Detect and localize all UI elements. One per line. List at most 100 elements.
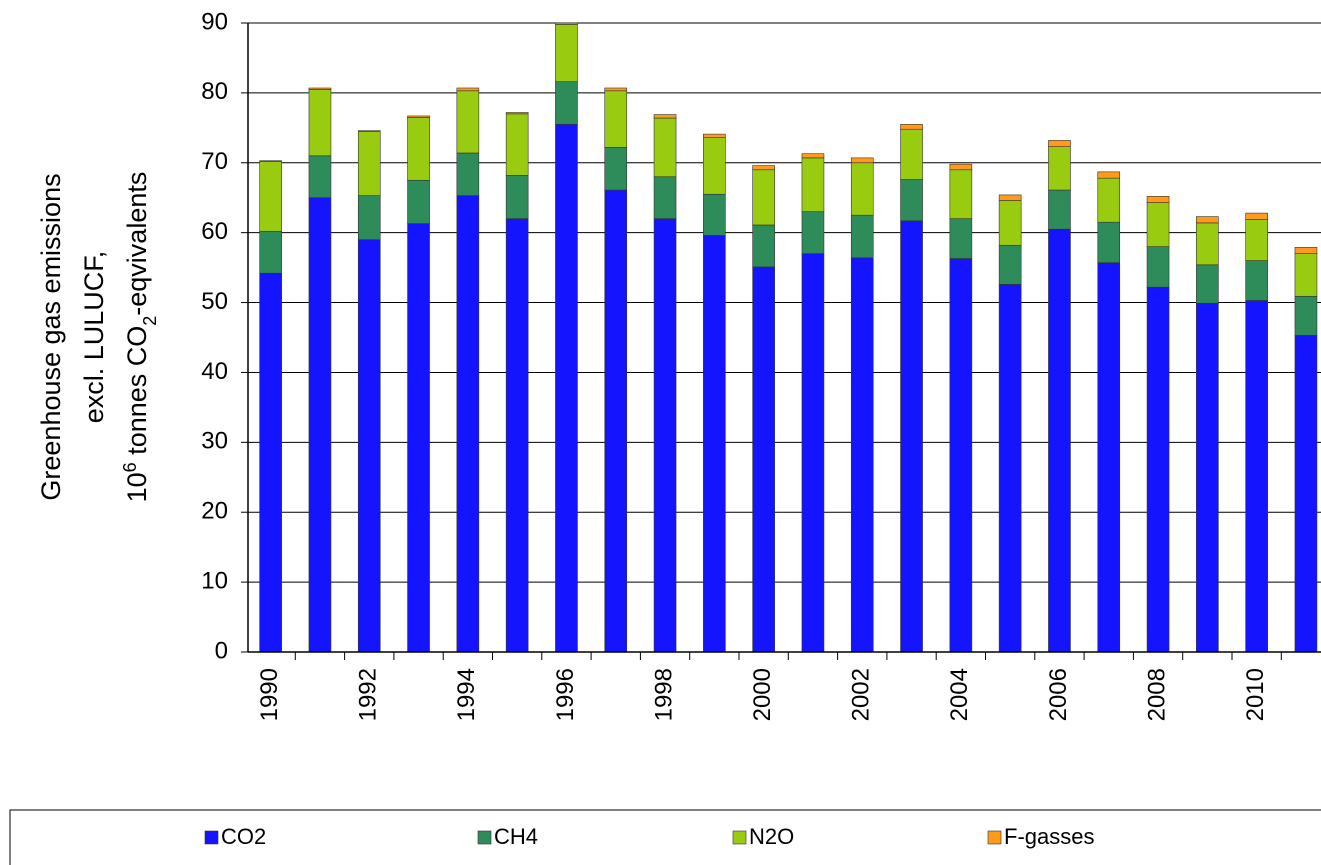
legend-label: N2O <box>749 824 794 849</box>
y-tick-label: 40 <box>201 358 228 385</box>
bar-segment <box>949 258 973 653</box>
y-axis-label-line: Greenhouse gas emissions <box>36 173 66 500</box>
bar-segment <box>1097 262 1121 653</box>
bar-segment <box>949 163 973 171</box>
bar-segment <box>1245 212 1268 220</box>
bar-segment <box>850 257 874 653</box>
y-axis-label-part: -eqvivalents <box>122 172 152 316</box>
bar-segment <box>1048 140 1071 148</box>
x-tick-label: 1996 <box>552 668 579 721</box>
bar-segment <box>752 169 775 226</box>
bar-segment <box>604 147 628 191</box>
bar-segment <box>703 235 726 653</box>
bar-segment <box>653 114 677 119</box>
bar-segment <box>1097 177 1121 223</box>
y-tick-label: 80 <box>201 78 228 105</box>
x-tick-label: 2002 <box>848 668 875 721</box>
bar-segment <box>703 133 726 138</box>
bar-segment <box>407 179 430 224</box>
bar-segment <box>259 272 282 653</box>
bar-segment <box>1245 300 1268 653</box>
y-tick-label: 10 <box>201 567 228 594</box>
bar-segment <box>505 218 529 653</box>
bar-segment <box>900 124 923 130</box>
y-tick-label: 70 <box>201 148 228 175</box>
bar-segment <box>653 117 677 178</box>
legend-box <box>9 809 1321 865</box>
bar-segment <box>949 218 973 259</box>
legend-swatch <box>732 830 747 845</box>
y-axis-label-part: 10 <box>122 472 152 502</box>
legend-swatch <box>477 830 492 845</box>
bar-segment <box>407 117 430 181</box>
bar-segment <box>259 230 282 274</box>
bar-segment <box>505 112 529 115</box>
bar-segment <box>1196 216 1219 224</box>
bar-segment <box>604 87 628 92</box>
bar-segment <box>604 189 628 653</box>
bar-segment <box>357 239 381 653</box>
y-tick-label: 90 <box>201 8 228 35</box>
bar-segment <box>752 224 775 268</box>
bar-segment <box>1196 264 1219 304</box>
bar-segment <box>604 90 628 148</box>
bar-segment <box>1146 286 1170 653</box>
x-tick-label: 1990 <box>256 668 283 721</box>
x-tick-label: 1994 <box>453 668 480 721</box>
y-tick-label: 60 <box>201 218 228 245</box>
bar-segment <box>998 244 1022 285</box>
bar-segment <box>703 137 726 195</box>
y-tick-label: 0 <box>215 637 228 664</box>
x-tick-label: 2008 <box>1143 668 1170 721</box>
bar-segment <box>1146 246 1170 288</box>
bar-segment <box>1097 221 1121 264</box>
bar-segment <box>850 162 874 216</box>
bar-segment <box>555 24 578 83</box>
bar-segment <box>998 194 1022 201</box>
bar-segment <box>801 211 825 254</box>
bar-segment <box>850 214 874 259</box>
bar-segment <box>308 155 332 199</box>
bar-segment <box>900 128 923 180</box>
y-axis-label-part: 6 <box>120 462 140 472</box>
legend-label: CO2 <box>221 824 266 849</box>
bar-segment <box>505 175 529 219</box>
bar-segment <box>456 90 480 154</box>
bar-segment <box>653 218 677 653</box>
bar-segment <box>456 152 480 196</box>
bar-segment <box>1196 222 1219 266</box>
bar-segment <box>1294 335 1318 653</box>
bar-segment <box>456 195 480 653</box>
x-tick-label: 2010 <box>1242 668 1269 721</box>
x-tick-label: 2000 <box>749 668 776 721</box>
bar-segment <box>259 160 282 162</box>
bar-segment <box>308 89 332 157</box>
bar-segment <box>1097 171 1121 179</box>
bar-segment <box>357 130 381 132</box>
legend-label: CH4 <box>494 824 538 849</box>
bar-segment <box>407 223 430 653</box>
y-axis-label-part: 2 <box>140 316 160 326</box>
bar-segment <box>308 87 332 90</box>
y-axis-label-part: tonnes CO <box>122 326 152 463</box>
legend-swatch <box>204 830 219 845</box>
bar-segment <box>1196 302 1219 653</box>
bar-segment <box>752 266 775 653</box>
bar-segment <box>1146 202 1170 247</box>
bar-segment <box>801 153 825 159</box>
bar-segment <box>1294 253 1318 297</box>
y-tick-label: 50 <box>201 288 228 315</box>
bar-segment <box>1048 189 1071 230</box>
bar-segment <box>801 157 825 213</box>
bar-segment <box>1294 247 1318 254</box>
y-axis-label-line: 106 tonnes CO2-eqvivalents <box>120 172 160 503</box>
bar-segment <box>555 22 578 25</box>
bar-segment <box>505 113 529 176</box>
bar-segment <box>456 87 480 92</box>
bar-segment <box>308 197 332 653</box>
y-tick-label: 30 <box>201 428 228 455</box>
y-axis-label-line: excl. LULUCF, <box>79 251 109 424</box>
bar-segment <box>357 195 381 240</box>
bar-segment <box>407 115 430 118</box>
